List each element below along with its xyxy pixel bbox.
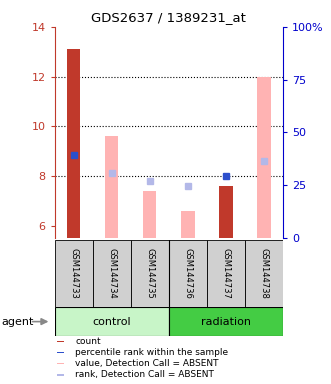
Bar (143, 191, 157, 238)
Bar (181, 211, 195, 238)
Text: GSM144735: GSM144735 (145, 248, 154, 299)
Text: control: control (92, 316, 131, 327)
Text: percentile rank within the sample: percentile rank within the sample (75, 348, 228, 357)
Bar (55, 240, 93, 307)
Text: rank, Detection Call = ABSENT: rank, Detection Call = ABSENT (75, 370, 214, 379)
Text: count: count (75, 337, 101, 346)
Bar (57, 363, 64, 364)
Bar (67, 49, 80, 238)
Bar (169, 307, 283, 336)
Bar (57, 341, 64, 343)
Bar (105, 136, 118, 238)
Text: GSM144733: GSM144733 (69, 248, 78, 299)
Bar (55, 307, 169, 336)
Bar (131, 240, 169, 307)
Title: GDS2637 / 1389231_at: GDS2637 / 1389231_at (91, 11, 246, 24)
Text: GSM144736: GSM144736 (183, 248, 192, 299)
Text: GSM144737: GSM144737 (221, 248, 230, 299)
Text: value, Detection Call = ABSENT: value, Detection Call = ABSENT (75, 359, 218, 368)
Text: GSM144734: GSM144734 (107, 248, 116, 299)
Bar (57, 374, 64, 376)
Bar (93, 240, 131, 307)
Text: radiation: radiation (201, 316, 251, 327)
Bar (207, 240, 245, 307)
Bar (57, 352, 64, 353)
Bar (219, 186, 233, 238)
Text: GSM144738: GSM144738 (260, 248, 268, 299)
Bar (245, 240, 283, 307)
Bar (257, 76, 271, 238)
Bar (169, 240, 207, 307)
Text: agent: agent (2, 316, 34, 327)
